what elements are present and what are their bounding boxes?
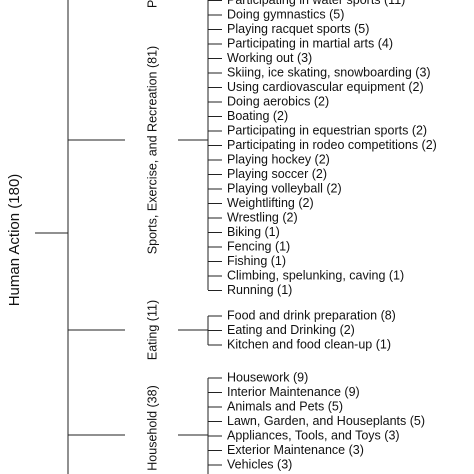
leaf-label: Participating in martial arts (4) — [227, 36, 393, 50]
branch-label: Pe — [145, 0, 159, 8]
leaf-label: Playing hockey (2) — [227, 152, 330, 166]
leaf-label: Playing soccer (2) — [227, 167, 327, 181]
leaf-label: Doing gymnastics (5) — [227, 7, 344, 21]
leaf-label: Boating (2) — [227, 109, 288, 123]
leaf-label: Playing volleyball (2) — [227, 181, 342, 195]
leaf-label: Food and drink preparation (8) — [227, 308, 396, 322]
leaf-label: Kitchen and food clean-up (1) — [227, 337, 391, 351]
leaf-label: Participating in water sports (11) — [227, 0, 405, 7]
leaf-label: Wrestling (2) — [227, 210, 298, 224]
leaf-label: Weightlifting (2) — [227, 196, 314, 210]
leaf-label: Biking (1) — [227, 225, 280, 239]
leaf-label: Eating and Drinking (2) — [227, 323, 355, 337]
branch-label: Household (38) — [145, 385, 159, 470]
branch-label: Sports, Exercise, and Recreation (81) — [145, 46, 159, 254]
leaf-label: Fencing (1) — [227, 239, 290, 253]
leaf-label: Animals and Pets (5) — [227, 399, 343, 413]
leaf-label: Appliances, Tools, and Toys (3) — [227, 428, 400, 442]
leaf-label: Working out (3) — [227, 51, 312, 65]
leaf-label: Running (1) — [227, 283, 292, 297]
leaf-label: Exterior Maintenance (3) — [227, 443, 364, 457]
leaf-label: Climbing, spelunking, caving (1) — [227, 268, 404, 282]
leaf-label: Using cardiovascular equipment (2) — [227, 80, 424, 94]
leaf-label: Fishing (1) — [227, 254, 286, 268]
leaf-label: Skiing, ice skating, snowboarding (3) — [227, 65, 431, 79]
leaf-label: Participating in equestrian sports (2) — [227, 123, 427, 137]
leaf-label: Doing aerobics (2) — [227, 94, 329, 108]
leaf-label: Lawn, Garden, and Houseplants (5) — [227, 414, 425, 428]
branch-label: Eating (11) — [145, 300, 159, 360]
leaf-label: Vehicles (3) — [227, 457, 292, 471]
root-label: Human Action (180) — [6, 174, 23, 307]
leaf-label: Participating in rodeo competitions (2) — [227, 138, 437, 152]
leaf-label: Interior Maintenance (9) — [227, 385, 360, 399]
leaf-label: Playing racquet sports (5) — [227, 22, 369, 36]
leaf-label: Housework (9) — [227, 370, 308, 384]
